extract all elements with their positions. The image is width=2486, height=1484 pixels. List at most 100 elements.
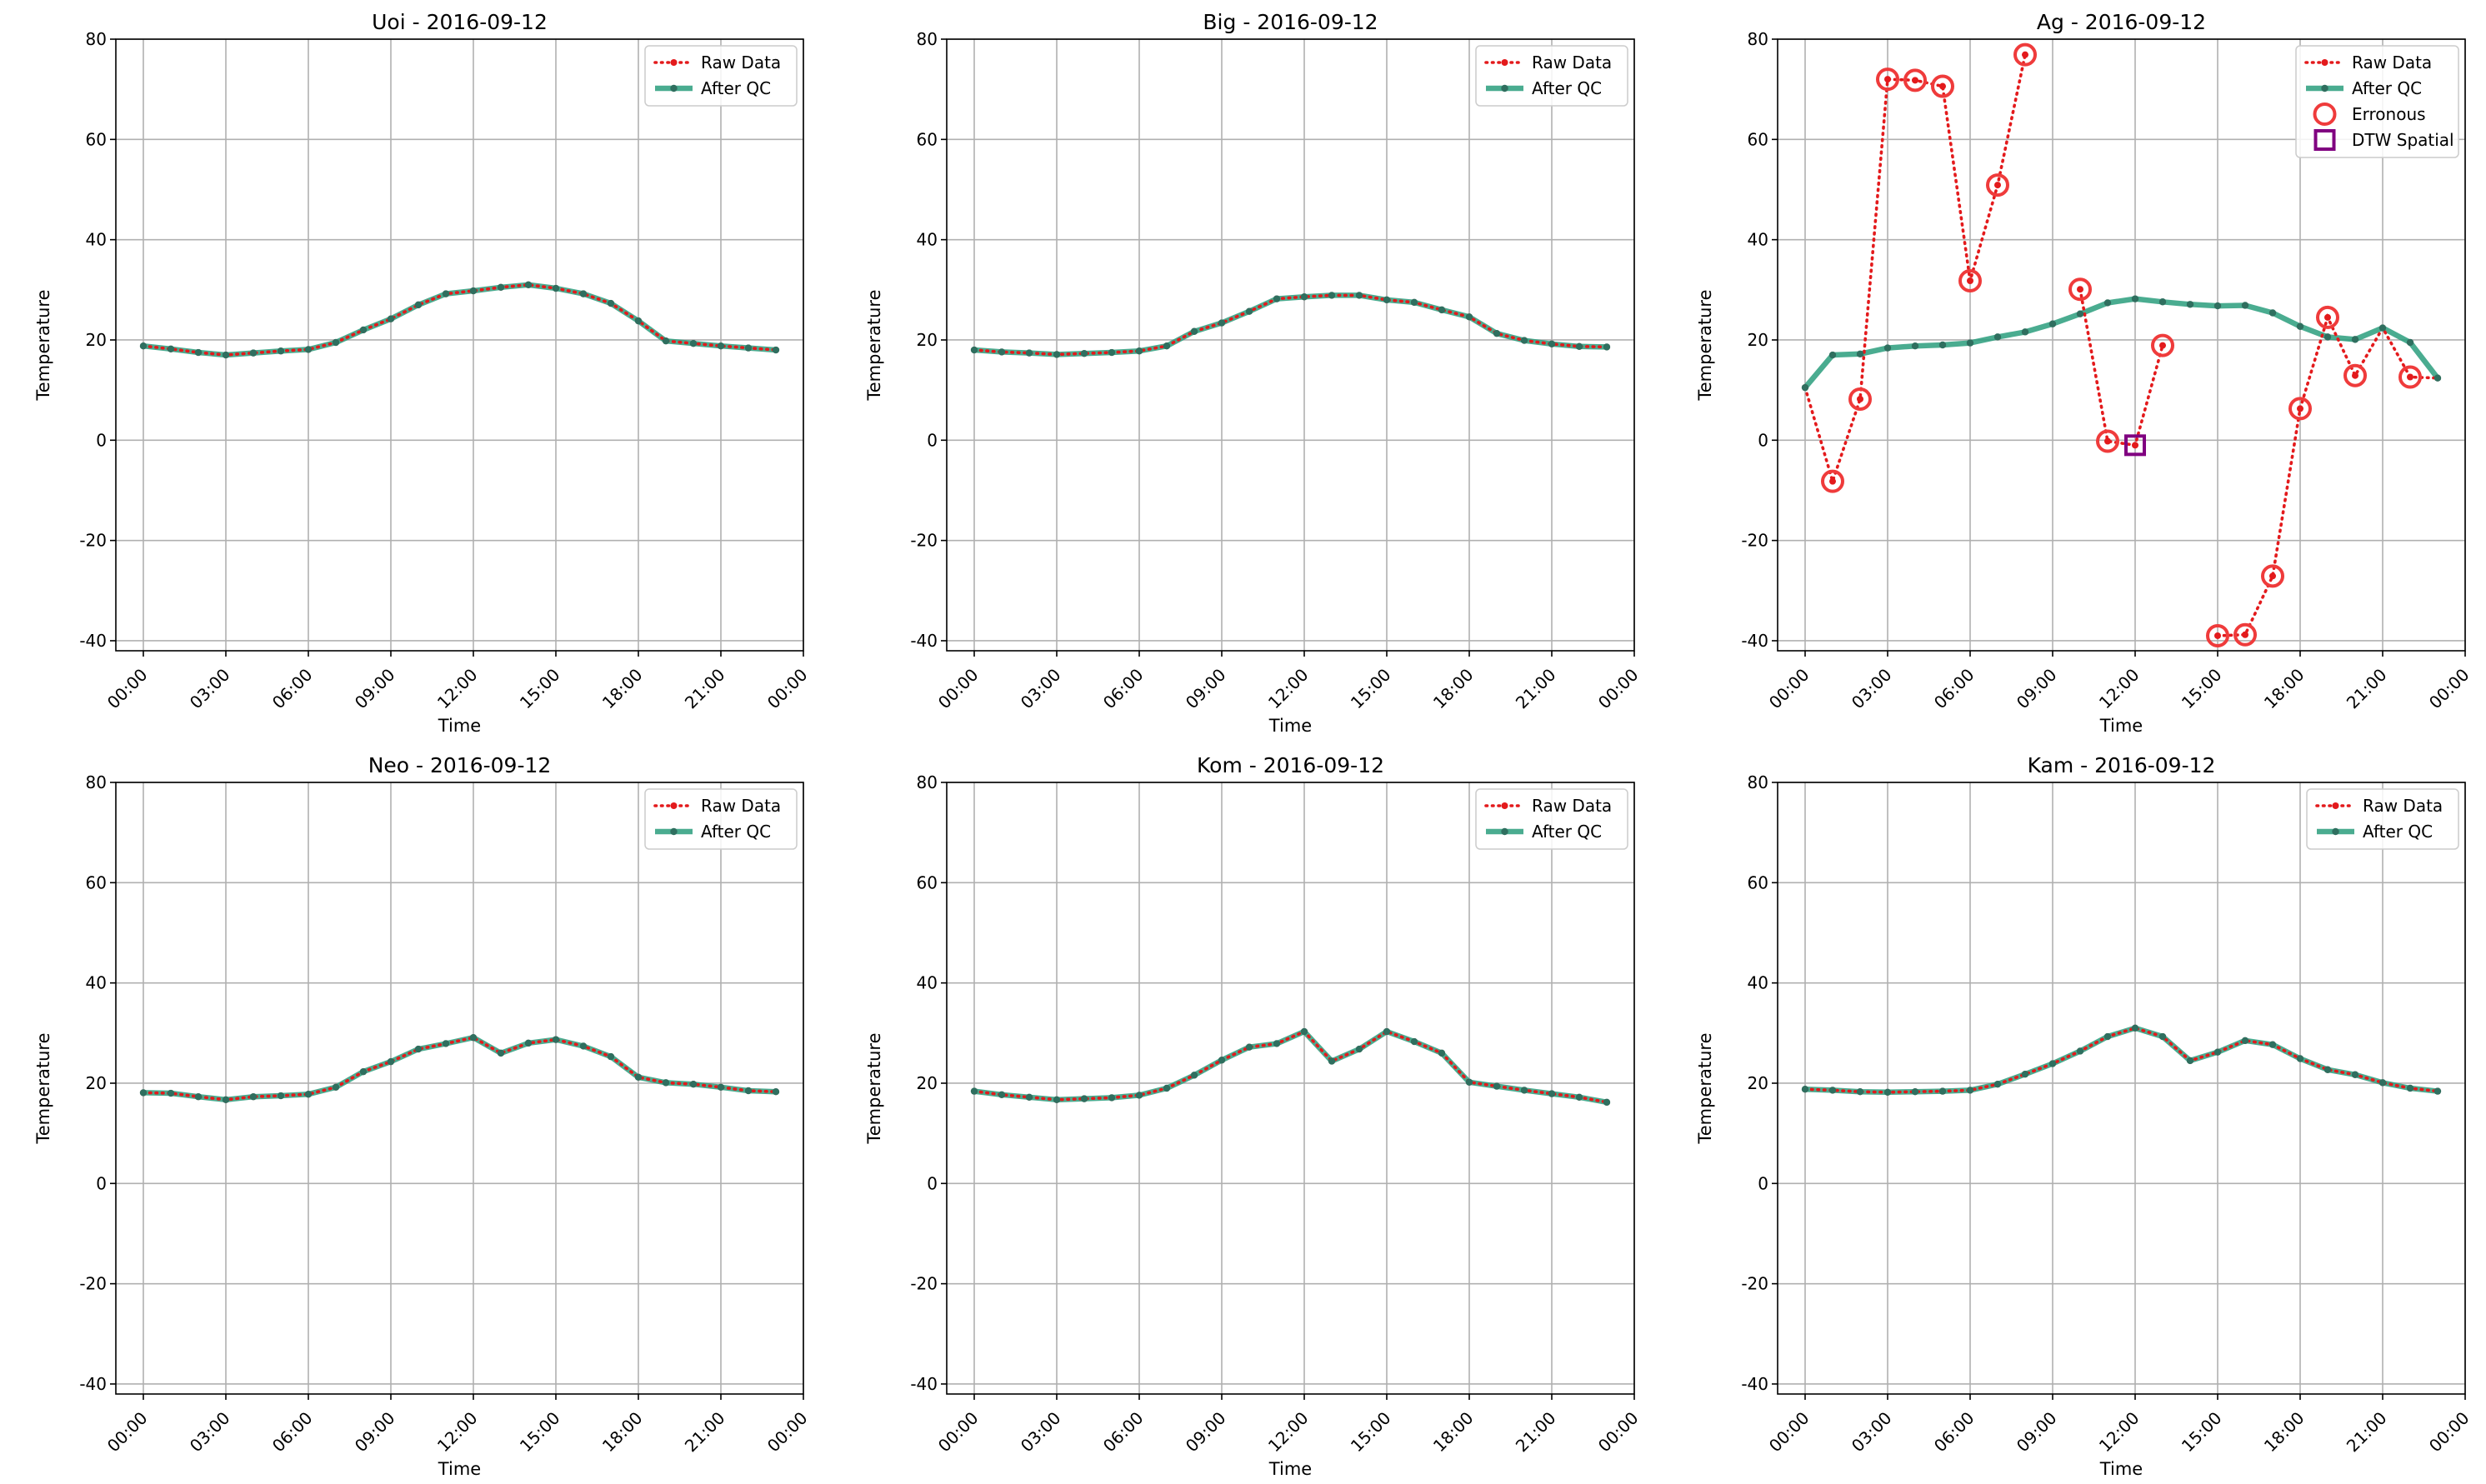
y-tick-label: 80 <box>917 772 938 792</box>
after-qc-point <box>2076 310 2084 317</box>
after-qc-point <box>717 1083 725 1091</box>
after-qc-point <box>1300 1027 1308 1036</box>
after-qc-point <box>1245 1043 1253 1051</box>
y-tick-label: 40 <box>1748 230 1768 250</box>
after-qc-point <box>1575 1093 1583 1102</box>
legend-erroneous-swatch <box>2313 102 2337 126</box>
y-tick-label: 0 <box>96 430 107 450</box>
raw-data-point <box>2297 405 2303 412</box>
y-tick-label: 0 <box>1758 1173 1768 1193</box>
x-tick-label: 21:00 <box>1512 665 1560 713</box>
chart-title: Kam - 2016-09-12 <box>2028 753 2216 777</box>
after-qc-point <box>689 339 698 347</box>
after-qc-point <box>2021 328 2029 336</box>
legend-entry-label: Raw Data <box>1532 796 1612 816</box>
after-qc-point <box>744 344 753 352</box>
plot-area <box>970 1027 1611 1107</box>
after-qc-point <box>387 1057 395 1066</box>
y-axis-label: Temperature <box>1695 1032 1715 1144</box>
chart-title: Ag - 2016-09-12 <box>2037 10 2206 34</box>
after-qc-point <box>998 1091 1006 1099</box>
legend-entry-label: After QC <box>2352 78 2422 98</box>
legend: Raw Data After QC <box>1475 788 1628 850</box>
after-qc-point <box>194 1093 203 1101</box>
after-qc-point <box>1465 1078 1473 1086</box>
after-qc-point <box>1966 1087 1974 1094</box>
after-qc-point <box>772 1088 780 1096</box>
after-qc-point <box>2296 1055 2304 1062</box>
after-qc-point <box>1465 313 1473 321</box>
legend-raw-data-marker <box>1501 802 1508 809</box>
erroneous-marker <box>2261 564 2284 588</box>
x-tick-label: 00:00 <box>1765 665 1813 713</box>
erroneous-marker <box>1903 68 1927 92</box>
after-qc-point <box>1801 1086 1809 1093</box>
y-tick-label: -20 <box>1741 531 1768 551</box>
after-qc-point <box>2296 322 2304 330</box>
after-qc-point <box>1025 1093 1033 1102</box>
subplot-5: 00:00 03:00 06:00 09:00 12:00 15:00 18:00 21:00… <box>1695 753 2473 1479</box>
plot-area <box>1801 1024 2442 1097</box>
x-tick-label: 03:00 <box>186 665 234 713</box>
y-tick-label: 60 <box>1748 872 1768 892</box>
subplot-0: 00:00 03:00 06:00 09:00 12:00 15:00 18:00 21:00… <box>33 10 812 736</box>
after-qc-point <box>689 1080 698 1088</box>
y-tick-label: 0 <box>1758 430 1768 450</box>
x-tick-label: 03:00 <box>1017 1408 1065 1457</box>
after-qc-point <box>2186 301 2194 308</box>
erroneous-marker <box>2013 42 2037 67</box>
series-raw-data-line <box>1803 1026 2439 1094</box>
x-tick-label: 21:00 <box>1512 1408 1560 1457</box>
y-tick-label: 80 <box>917 29 938 49</box>
x-tick-label: 15:00 <box>1347 1408 1395 1457</box>
after-qc-point <box>2351 1071 2359 1078</box>
y-tick-label: 0 <box>927 1173 938 1193</box>
legend-after-qc-marker <box>1501 84 1508 92</box>
after-qc-point <box>2433 374 2442 382</box>
x-tick-label: 06:00 <box>268 1408 317 1457</box>
after-qc-point <box>1328 1057 1336 1065</box>
y-tick-label: 20 <box>917 330 938 350</box>
after-qc-point <box>744 1087 753 1095</box>
series-raw-data-line <box>973 293 1608 357</box>
x-tick-label: 06:00 <box>1099 665 1148 713</box>
raw-data-point <box>1829 477 1836 485</box>
x-tick-label: 18:00 <box>2260 665 2308 713</box>
y-tick-label: 60 <box>1748 129 1768 149</box>
after-qc-point <box>634 317 643 325</box>
y-tick-label: 40 <box>86 230 107 250</box>
y-tick-label: 60 <box>86 872 107 892</box>
after-qc-point <box>469 1034 478 1042</box>
after-qc-point <box>772 346 780 354</box>
after-qc-point <box>2268 1041 2277 1048</box>
x-tick-label: 06:00 <box>1930 665 1978 713</box>
after-qc-point <box>1163 342 1171 350</box>
raw-data-point <box>2242 631 2248 638</box>
after-qc-point <box>1438 1049 1446 1057</box>
y-axis-label: Temperature <box>33 289 53 401</box>
after-qc-point <box>1410 1037 1418 1046</box>
y-axis-label: Temperature <box>864 1032 884 1144</box>
y-axis-label: Temperature <box>33 1032 53 1144</box>
chart-title: Kom - 2016-09-12 <box>1197 753 1384 777</box>
after-qc-point <box>1993 333 2002 341</box>
x-tick-label: 15:00 <box>1347 665 1395 713</box>
erroneous-marker <box>1958 268 1982 292</box>
after-qc-point <box>1135 347 1143 355</box>
after-qc-point <box>1025 349 1033 357</box>
after-qc-point <box>1108 1094 1116 1102</box>
y-tick-label: -40 <box>79 1374 107 1394</box>
after-qc-point <box>1911 342 1919 350</box>
x-tick-label: 00:00 <box>934 1408 983 1457</box>
x-tick-label: 12:00 <box>1264 665 1313 713</box>
after-qc-point <box>1938 1087 1947 1095</box>
x-tick-label: 09:00 <box>2013 665 2061 713</box>
x-tick-label: 18:00 <box>2260 1408 2308 1457</box>
x-tick-label: 09:00 <box>1182 665 1230 713</box>
erroneous-marker <box>2068 277 2092 302</box>
after-qc-point <box>1575 342 1583 351</box>
after-qc-point <box>552 284 560 292</box>
x-tick-label: 00:00 <box>103 1408 152 1457</box>
after-qc-point <box>1801 383 1809 392</box>
raw-data-point <box>1939 82 1946 90</box>
